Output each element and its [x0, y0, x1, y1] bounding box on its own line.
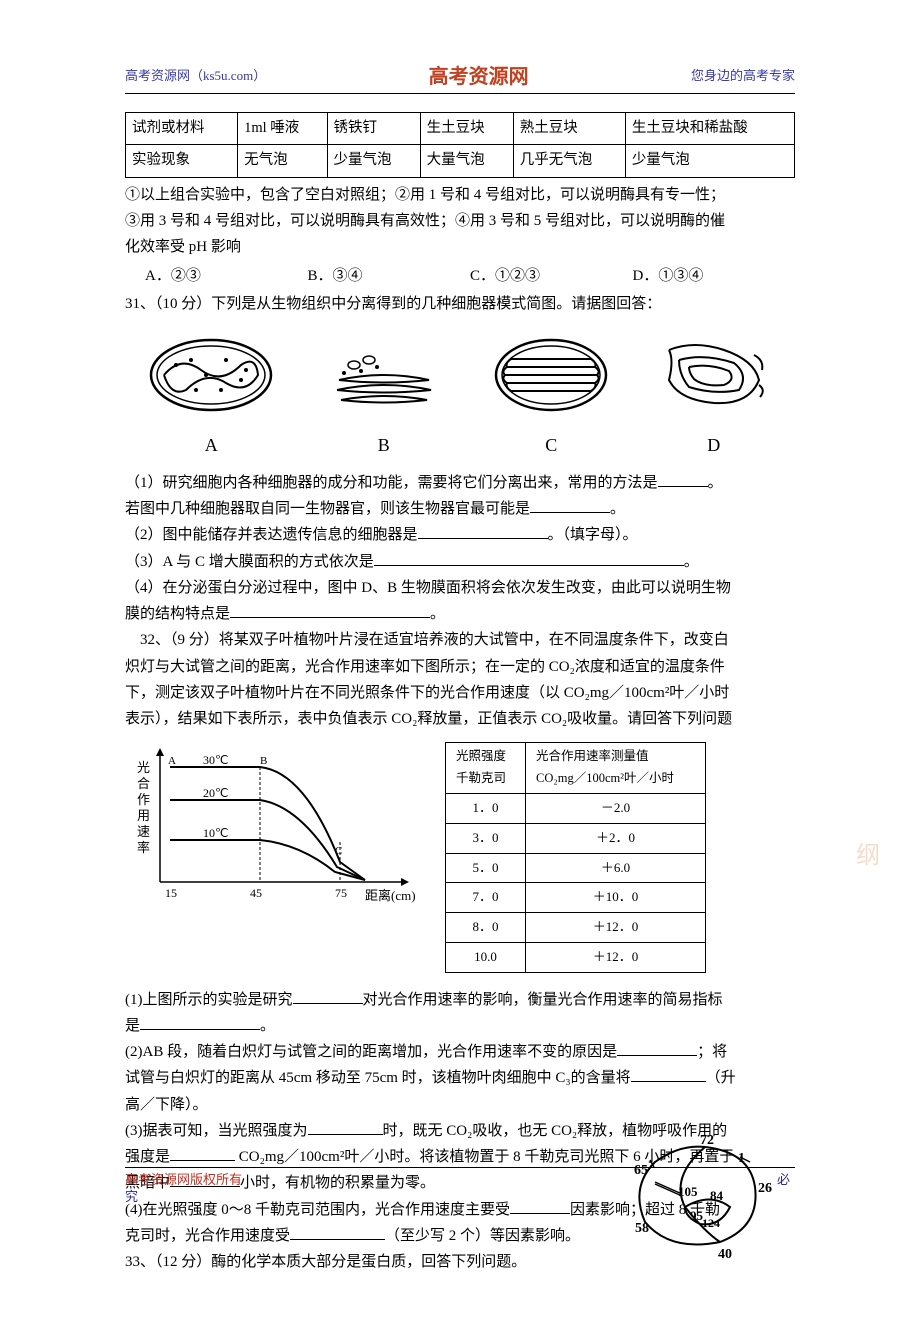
q31-1b: 若图中几种细胞器取自同一生物器官，则该生物器官最可能是。: [125, 496, 795, 522]
q31-4a: （4）在分泌蛋白分泌过程中，图中 D、B 生物膜面积将会依次发生改变，由此可以说…: [125, 575, 795, 601]
svg-text:合: 合: [137, 776, 150, 791]
svg-text:20℃: 20℃: [203, 786, 228, 800]
q32-stem: 炽灯与大试管之间的距离，光合作用速率如下图所示；在一定的 CO₂浓度和适宜的温度…: [125, 654, 795, 680]
svg-text:84: 84: [710, 1188, 724, 1203]
svg-text:距离(cm): 距离(cm): [365, 888, 416, 903]
table-row: 1．0－2.0: [446, 794, 706, 824]
table-row: 3．0＋2．0: [446, 823, 706, 853]
svg-text:C: C: [335, 845, 342, 857]
svg-text:72: 72: [700, 1133, 714, 1148]
svg-text:26: 26: [758, 1181, 772, 1196]
svg-text:作: 作: [137, 792, 150, 807]
table-row: 实验现象 无气泡 少量气泡 大量气泡 几乎无气泡 少量气泡: [126, 145, 795, 177]
svg-text:75: 75: [335, 886, 347, 900]
header-left: 高考资源网（ks5u.com）: [125, 65, 266, 84]
y-axis-label: 光: [137, 760, 150, 775]
table-row: 10.0＋12．0: [446, 942, 706, 972]
organelle-diagrams: A B: [125, 335, 795, 462]
header-right: 您身边的高考专家: [691, 65, 795, 84]
svg-text:B: B: [260, 755, 267, 767]
q32-2: (2)AB 段，随着白炽灯与试管之间的距离增加，光合作用速率不变的原因是；将: [125, 1039, 795, 1065]
footer-jiu: 究: [125, 1186, 138, 1205]
option-c: C．①②③: [470, 263, 633, 289]
organelle-c: C: [491, 335, 611, 462]
page-header: 高考资源网（ks5u.com） 高考资源网 您身边的高考专家: [125, 60, 795, 94]
q31-stem: 31、（10 分）下列是从生物组织中分离得到的几种细胞器模式简图。请据图回答：: [125, 291, 795, 317]
svg-text:65: 65: [634, 1163, 648, 1178]
statement-line: ③用 3 号和 4 号组对比，可以说明酶具有高效性；④用 3 号和 5 号组对比…: [125, 208, 795, 234]
svg-text:58: 58: [635, 1221, 649, 1236]
statement-line: ①以上组合实验中，包含了空白对照组；②用 1 号和 4 号组对比，可以说明酶具有…: [125, 182, 795, 208]
svg-text:40: 40: [718, 1247, 732, 1262]
svg-text:45: 45: [250, 886, 262, 900]
q32-stem: 下，测定该双子叶植物叶片在不同光照条件下的光合作用速度（以 CO₂mg／100c…: [125, 680, 795, 706]
statement-line: 化效率受 pH 影响: [125, 234, 795, 260]
measurement-table: 光照强度 千勒克司 光合作用速率测量值 CO₂mg／100cm²叶／小时 1．0…: [445, 742, 706, 972]
svg-text:率: 率: [137, 840, 150, 855]
experiment-table: 试剂或材料 1ml 唾液 锈铁钉 生土豆块 熟土豆块 生土豆块和稀盐酸 实验现象…: [125, 112, 795, 178]
q30-options: A．②③ B．③④ C．①②③ D．①③④: [125, 263, 795, 289]
q31-2: （2）图中能储存并表达遗传信息的细胞器是。（填字母）。: [125, 522, 795, 548]
q32-2b: 试管与白炽灯的距离从 45cm 移动至 75cm 时，该植物叶肉细胞中 C₃的含…: [125, 1065, 795, 1091]
footer-left-text: 高考资源网版权所有: [125, 1169, 242, 1188]
q32-figure-row: 光 合 作 用 速 率 15 45 75 距离(cm) 30℃ A B: [125, 742, 795, 972]
q32-2c: 高／下降）。: [125, 1092, 795, 1118]
golgi-icon: [319, 345, 449, 415]
photosynthesis-chart: 光 合 作 用 速 率 15 45 75 距离(cm) 30℃ A B: [125, 742, 425, 912]
table-row: 试剂或材料 1ml 唾液 锈铁钉 生土豆块 熟土豆块 生土豆块和稀盐酸: [126, 113, 795, 145]
svg-text:10℃: 10℃: [203, 826, 228, 840]
table-row: 7．0＋10．0: [446, 883, 706, 913]
header-center: 高考资源网: [429, 60, 529, 89]
body-content: 试剂或材料 1ml 唾液 锈铁钉 生土豆块 熟土豆块 生土豆块和稀盐酸 实验现象…: [125, 112, 795, 1275]
table-head: 光合作用速率测量值 CO₂mg／100cm²叶／小时: [526, 743, 706, 794]
q31-1: （1）研究细胞内各种细胞器的成分和功能，需要将它们分离出来，常用的方法是。: [125, 470, 795, 496]
protein-structure-icon: 72 1 26 40 58 65 84 95 105 124: [610, 1132, 780, 1262]
table-row: 8．0＋12．0: [446, 913, 706, 943]
svg-text:速: 速: [137, 824, 150, 839]
q32-1b: 是。: [125, 1013, 795, 1039]
q32-stem: 表示），结果如下表所示，表中负值表示 CO₂释放量，正值表示 CO₂吸收量。请回…: [125, 706, 795, 732]
organelle-b: B: [319, 345, 449, 462]
q32-1: (1)上图所示的实验是研究对光合作用速率的影响，衡量光合作用速率的简易指标: [125, 987, 795, 1013]
svg-text:15: 15: [165, 886, 177, 900]
q32-stem: 32、（9 分）将某双子叶植物叶片浸在适宜培养液的大试管中，在不同温度条件下，改…: [125, 627, 795, 653]
option-d: D．①③④: [633, 263, 796, 289]
chloroplast-icon: [146, 335, 276, 415]
q31-3: （3）A 与 C 增大膜面积的方式依次是。: [125, 549, 795, 575]
svg-text:30℃: 30℃: [203, 753, 228, 767]
option-b: B．③④: [308, 263, 471, 289]
svg-text:105: 105: [678, 1184, 698, 1199]
svg-text:A: A: [168, 755, 176, 767]
table-row: 5．0＋6.0: [446, 853, 706, 883]
svg-text:124: 124: [702, 1216, 720, 1230]
option-a: A．②③: [145, 263, 308, 289]
watermark-icon: 纲: [856, 835, 880, 870]
organelle-d: D: [654, 335, 774, 462]
mitochondria-icon: [491, 335, 611, 415]
svg-text:用: 用: [137, 808, 150, 823]
table-head: 光照强度 千勒克司: [446, 743, 526, 794]
er-icon: [654, 335, 774, 415]
q31-4b: 膜的结构特点是。: [125, 601, 795, 627]
organelle-a: A: [146, 335, 276, 462]
